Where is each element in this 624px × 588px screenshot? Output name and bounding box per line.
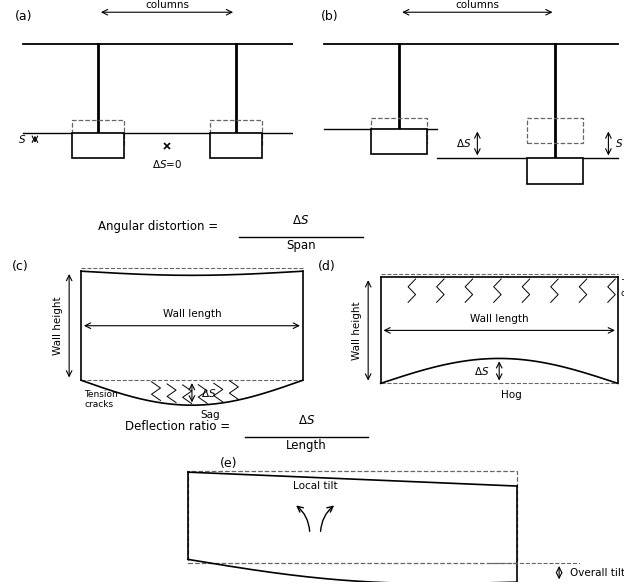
Bar <box>188 471 517 563</box>
Bar <box>72 120 124 146</box>
Text: $\Delta S$: $\Delta S$ <box>201 387 217 399</box>
Text: Wall height: Wall height <box>53 296 63 355</box>
Bar <box>371 129 427 154</box>
Text: Angular distortion =: Angular distortion = <box>98 220 222 233</box>
Text: $\Delta S$: $\Delta S$ <box>474 365 490 377</box>
Bar <box>72 133 124 158</box>
Text: Tension
cracks: Tension cracks <box>621 279 624 298</box>
Text: Sag: Sag <box>200 410 220 420</box>
Text: Deflection ratio =: Deflection ratio = <box>125 420 233 433</box>
Text: (b): (b) <box>321 10 339 23</box>
Text: Span between
columns: Span between columns <box>130 0 204 10</box>
Text: $\Delta S$: $\Delta S$ <box>456 138 471 149</box>
Bar <box>527 118 583 143</box>
Text: $\Delta S$: $\Delta S$ <box>292 214 310 227</box>
Text: (e): (e) <box>220 457 237 470</box>
Text: Span between
columns: Span between columns <box>440 0 515 10</box>
Text: Wall length: Wall length <box>470 314 529 324</box>
Bar <box>210 133 261 158</box>
Text: Span: Span <box>286 239 316 252</box>
Bar <box>527 158 583 183</box>
Text: (a): (a) <box>15 10 32 23</box>
Text: $\Delta S$=0: $\Delta S$=0 <box>152 158 182 171</box>
Text: (c): (c) <box>12 260 29 273</box>
Text: $S$: $S$ <box>18 133 26 145</box>
Text: $S$: $S$ <box>615 138 623 149</box>
Text: Length: Length <box>286 439 327 452</box>
Bar <box>210 120 261 146</box>
Text: Local tilt: Local tilt <box>293 481 338 491</box>
Text: $\Delta S$: $\Delta S$ <box>298 414 315 427</box>
Text: (d): (d) <box>318 260 336 273</box>
Text: Wall length: Wall length <box>163 309 222 319</box>
Bar <box>371 118 427 143</box>
Text: Overall tilt: Overall tilt <box>570 567 624 577</box>
Text: Hog: Hog <box>501 390 522 400</box>
Text: Tension
cracks: Tension cracks <box>84 390 118 409</box>
Text: Wall height: Wall height <box>352 301 362 360</box>
